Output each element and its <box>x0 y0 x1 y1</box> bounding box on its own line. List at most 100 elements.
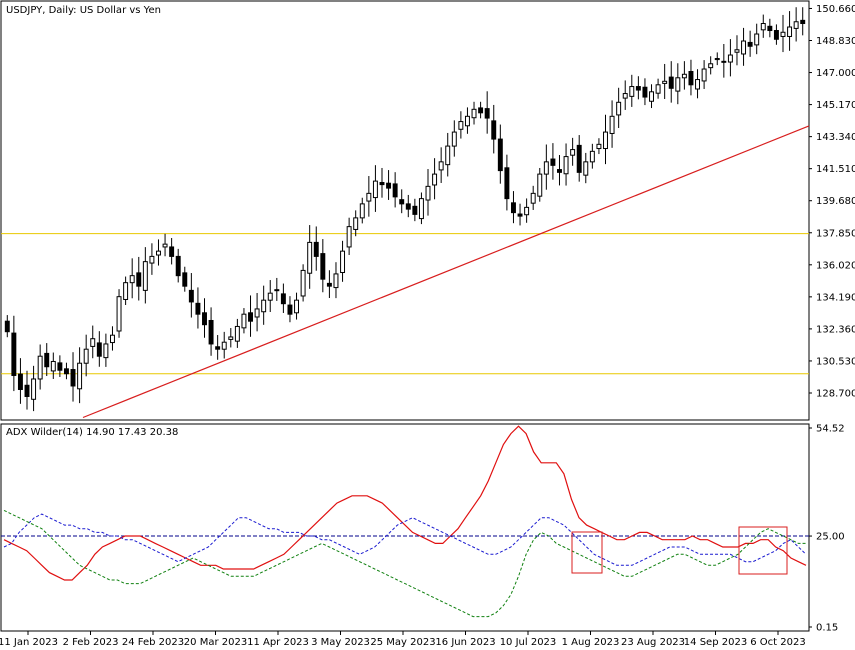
price-axis: 150.660 148.830 147.000 145.170 143.340 141.5… <box>809 4 855 399</box>
time-axis: 11 Jan 2023 2 Feb 2023 24 Feb 2023 20 Mar 2… <box>0 631 806 648</box>
candle-bull <box>524 206 530 216</box>
x-tick-label: 1 Aug 2023 <box>562 637 620 648</box>
price-panel-title: USDJPY, Daily: US Dollar vs Yen <box>6 5 161 16</box>
x-tick-label: 11 Apr 2023 <box>247 637 309 648</box>
candle-bull <box>103 343 109 359</box>
candle-bull <box>537 173 543 197</box>
candle-bull <box>109 334 115 344</box>
candle-bull <box>366 192 372 202</box>
price-tick-label: 148.830 <box>816 36 855 47</box>
price-tick-label: 137.850 <box>816 228 855 239</box>
candle-bull <box>675 77 681 92</box>
candle-bull <box>234 325 240 342</box>
candle-bull <box>50 360 56 372</box>
adx-tick-label: 54.52 <box>816 424 845 435</box>
candle-bull <box>622 93 628 99</box>
candle-bear <box>379 182 385 186</box>
candle-bear <box>668 76 674 89</box>
adx-tick-label: 25.00 <box>816 532 845 543</box>
candle-bull <box>570 149 576 156</box>
candle-bull <box>701 68 707 82</box>
candle-bull <box>596 143 602 150</box>
candle-bear <box>320 253 326 280</box>
candle-bear <box>17 373 23 390</box>
candle-bear <box>642 86 648 98</box>
candle-bear <box>386 182 392 189</box>
candle-bull <box>156 250 161 256</box>
candle-bull <box>425 185 431 201</box>
adx-tick-label: 0.15 <box>816 623 838 634</box>
candle-bull <box>471 108 477 119</box>
candle-bear <box>182 272 188 287</box>
candle-bear <box>208 319 214 345</box>
price-panel-frame <box>0 0 810 421</box>
candle-bull <box>129 275 135 284</box>
candle-bull <box>261 299 267 313</box>
price-tick-label: 128.700 <box>816 388 855 399</box>
candle-bear <box>800 19 806 25</box>
candle-bull <box>589 150 595 163</box>
candle-bear <box>517 213 523 217</box>
x-tick-label: 10 Jul 2023 <box>500 637 557 648</box>
candle-bull <box>760 23 766 31</box>
candle-bull <box>609 115 615 134</box>
candle-bull <box>583 161 589 176</box>
x-tick-label: 11 Jan 2023 <box>0 637 58 648</box>
candle-bear <box>202 312 207 326</box>
price-tick-label: 143.340 <box>816 132 855 143</box>
candle-bear <box>576 144 582 173</box>
candle-bear <box>635 86 641 91</box>
x-tick-label: 20 Mar 2023 <box>184 637 247 648</box>
candle-bull <box>77 362 83 390</box>
plus-di-line <box>3 513 807 566</box>
candle-bull <box>714 58 720 61</box>
candle-bear <box>175 255 181 277</box>
price-tick-label: 150.660 <box>816 4 855 15</box>
candle-bull <box>372 180 378 199</box>
candle-bear <box>188 289 194 303</box>
x-tick-label: 14 Sep 2023 <box>684 637 747 648</box>
candle-bull <box>241 313 247 329</box>
candle-bull <box>464 115 470 127</box>
candles-group <box>4 7 806 412</box>
candle-bear <box>44 352 50 368</box>
candle-bull <box>662 80 668 84</box>
candle-bear <box>24 384 30 397</box>
price-overlays <box>1 125 810 419</box>
candle-bear <box>169 246 175 257</box>
candle-bear <box>557 169 562 173</box>
candle-bull <box>123 282 129 300</box>
candle-bull <box>445 145 451 166</box>
x-tick-label: 24 Feb 2023 <box>122 637 184 648</box>
candle-bull <box>359 203 365 219</box>
price-tick-label: 134.190 <box>816 292 855 303</box>
candle-bull <box>162 243 168 248</box>
candle-bear <box>392 183 398 198</box>
candle-bull <box>353 217 359 230</box>
candle-bull <box>432 173 438 186</box>
candle-bull <box>734 49 740 53</box>
candle-bear <box>747 41 753 47</box>
candle-bull <box>254 308 260 318</box>
candle-bull <box>149 255 155 264</box>
candle-bull <box>681 73 687 79</box>
candle-bear <box>11 332 17 376</box>
candle-bull <box>333 273 339 289</box>
candle-bear <box>136 272 142 287</box>
adx-line <box>3 425 807 581</box>
x-tick-label: 2 Feb 2023 <box>63 637 119 648</box>
candle-bull <box>780 31 786 37</box>
price-tick-label: 136.020 <box>816 260 855 271</box>
price-tick-label: 145.170 <box>816 100 855 111</box>
x-tick-label: 25 May 2023 <box>370 637 435 648</box>
candle-bear <box>478 107 484 114</box>
candle-bull <box>438 161 444 171</box>
x-tick-label: 16 Jun 2023 <box>435 637 495 648</box>
candle-bear <box>248 312 253 322</box>
highlight-box <box>571 531 603 574</box>
candle-bull <box>300 269 306 297</box>
candle-bull <box>695 79 701 90</box>
candle-bull <box>603 131 608 150</box>
